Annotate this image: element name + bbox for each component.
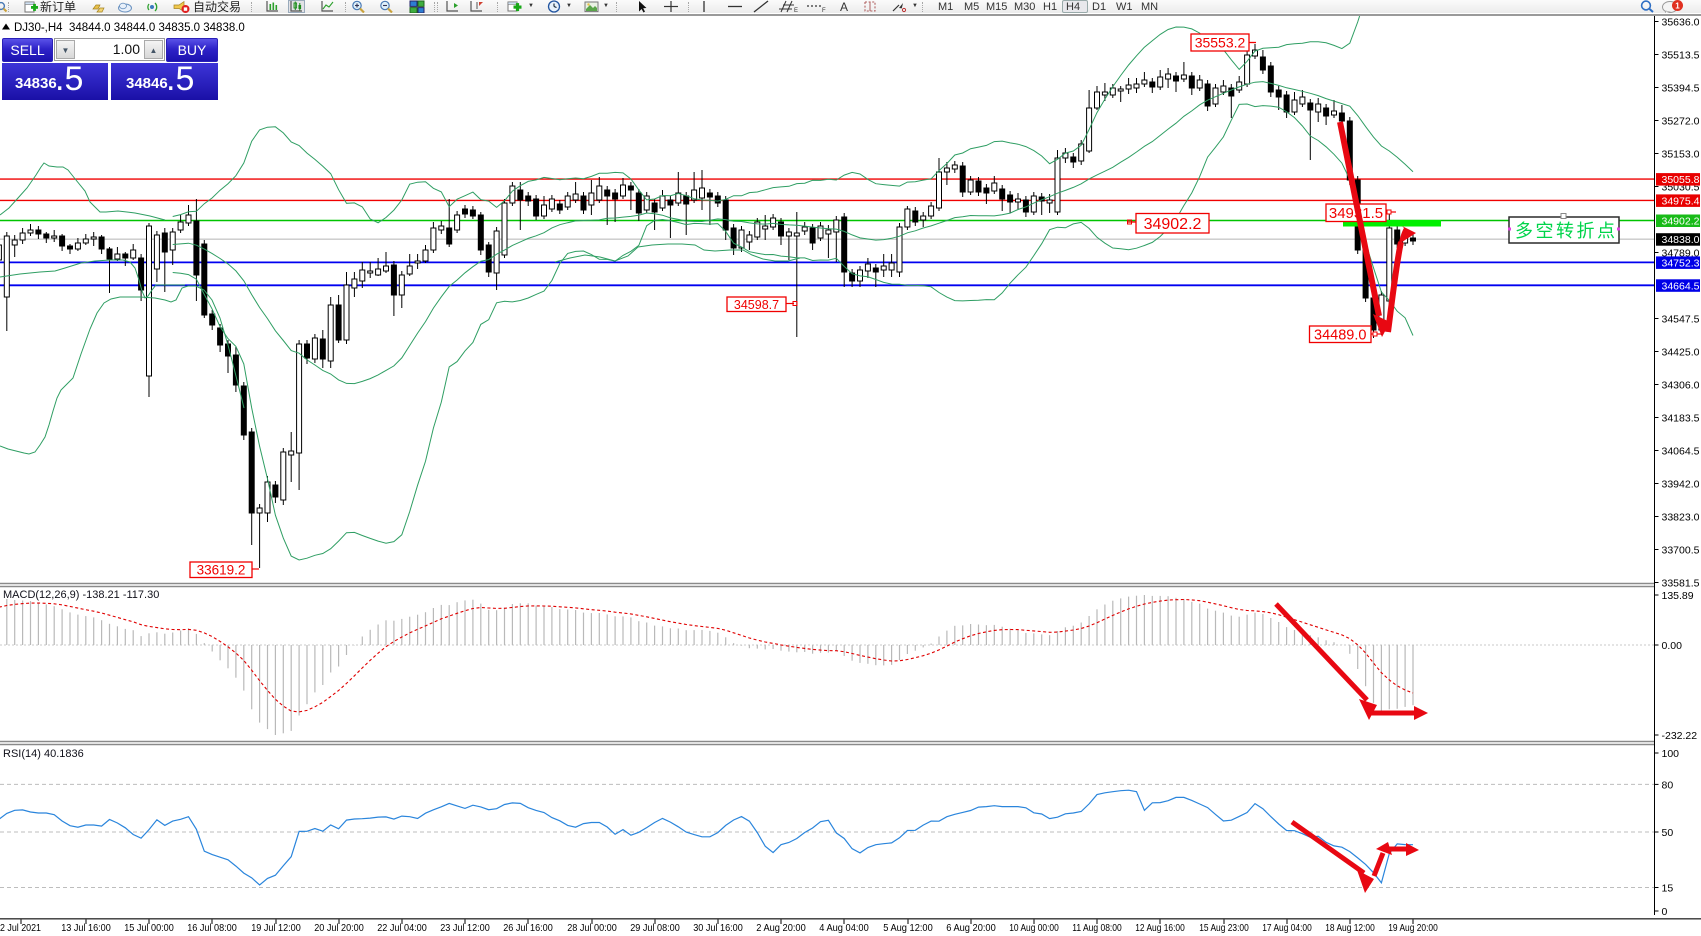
- svg-text:34902.2: 34902.2: [1144, 216, 1202, 233]
- svg-text:33619.2: 33619.2: [197, 563, 246, 578]
- svg-text:50: 50: [1662, 827, 1674, 839]
- svg-text:35153.0: 35153.0: [1662, 149, 1700, 161]
- svg-text:15 Jul 00:00: 15 Jul 00:00: [124, 922, 174, 934]
- svg-text:19 Aug 20:00: 19 Aug 20:00: [1388, 922, 1438, 934]
- svg-text:34902.2: 34902.2: [1662, 216, 1700, 228]
- svg-text:35055.8: 35055.8: [1662, 174, 1700, 186]
- svg-text:35272.0: 35272.0: [1662, 116, 1700, 128]
- svg-text:28 Jul 00:00: 28 Jul 00:00: [567, 922, 617, 934]
- svg-text:13 Jul 16:00: 13 Jul 16:00: [61, 922, 111, 934]
- svg-text:35636.0: 35636.0: [1662, 17, 1700, 29]
- svg-text:11 Aug 08:00: 11 Aug 08:00: [1072, 922, 1122, 934]
- svg-text:33581.5: 33581.5: [1662, 578, 1700, 590]
- svg-text:33700.5: 33700.5: [1662, 545, 1700, 557]
- svg-text:34598.7: 34598.7: [734, 298, 779, 312]
- svg-text:34975.4: 34975.4: [1662, 195, 1700, 207]
- svg-text:15: 15: [1662, 883, 1674, 895]
- svg-text:1: 1: [1675, 1, 1680, 10]
- svg-text:34064.5: 34064.5: [1662, 446, 1700, 458]
- svg-text:2 Jul 2021: 2 Jul 2021: [0, 922, 41, 934]
- svg-text:22 Jul 04:00: 22 Jul 04:00: [377, 922, 427, 934]
- svg-text:34664.5: 34664.5: [1662, 280, 1700, 292]
- svg-text:16 Jul 08:00: 16 Jul 08:00: [187, 922, 237, 934]
- svg-text:100: 100: [1662, 748, 1680, 760]
- svg-text:19 Jul 12:00: 19 Jul 12:00: [251, 922, 301, 934]
- svg-text:34306.0: 34306.0: [1662, 380, 1700, 392]
- svg-text:MACD(12,26,9) -138.21 -117.30: MACD(12,26,9) -138.21 -117.30: [3, 589, 159, 601]
- svg-text:34838.0: 34838.0: [1662, 234, 1700, 246]
- svg-text:6 Aug 20:00: 6 Aug 20:00: [946, 922, 996, 934]
- svg-text:多空转折点: 多空转折点: [1515, 221, 1618, 241]
- svg-text:0.00: 0.00: [1662, 640, 1683, 652]
- svg-text:17 Aug 04:00: 17 Aug 04:00: [1262, 922, 1312, 934]
- svg-text:35553.2: 35553.2: [1195, 35, 1246, 51]
- svg-text:RSI(14) 40.1836: RSI(14) 40.1836: [3, 748, 84, 760]
- svg-text:23 Jul 12:00: 23 Jul 12:00: [440, 922, 490, 934]
- svg-text:30 Jul 16:00: 30 Jul 16:00: [693, 922, 743, 934]
- svg-text:DJ30-,H4 34844.0 34844.0 3483: DJ30-,H4 34844.0 34844.0 34835.0 34838.0: [14, 22, 245, 34]
- svg-text:34425.0: 34425.0: [1662, 347, 1700, 359]
- svg-text:F: F: [822, 8, 826, 14]
- svg-text:E: E: [794, 8, 798, 14]
- svg-text:5 Aug 12:00: 5 Aug 12:00: [883, 922, 933, 934]
- svg-text:15 Aug 23:00: 15 Aug 23:00: [1199, 922, 1249, 934]
- svg-text:35394.5: 35394.5: [1662, 83, 1700, 95]
- svg-text:20 Jul 20:00: 20 Jul 20:00: [314, 922, 364, 934]
- svg-text:34183.5: 34183.5: [1662, 413, 1700, 425]
- svg-text:135.89: 135.89: [1662, 590, 1694, 602]
- svg-text:2 Aug 20:00: 2 Aug 20:00: [756, 922, 806, 934]
- svg-text:26 Jul 16:00: 26 Jul 16:00: [503, 922, 553, 934]
- svg-text:18 Aug 12:00: 18 Aug 12:00: [1325, 922, 1375, 934]
- svg-text:34547.5: 34547.5: [1662, 314, 1700, 326]
- svg-text:33823.0: 33823.0: [1662, 512, 1700, 524]
- svg-text:0: 0: [1662, 906, 1668, 918]
- svg-text:35513.5: 35513.5: [1662, 50, 1700, 62]
- svg-text:34489.0: 34489.0: [1314, 327, 1366, 343]
- svg-text:10 Aug 00:00: 10 Aug 00:00: [1009, 922, 1059, 934]
- svg-text:-232.22: -232.22: [1662, 730, 1698, 742]
- svg-text:29 Jul 08:00: 29 Jul 08:00: [630, 922, 680, 934]
- svg-text:4 Aug 04:00: 4 Aug 04:00: [819, 922, 869, 934]
- svg-text:34752.3: 34752.3: [1662, 257, 1700, 269]
- svg-text:12 Aug 16:00: 12 Aug 16:00: [1135, 922, 1185, 934]
- svg-text:33942.0: 33942.0: [1662, 479, 1700, 491]
- svg-text:80: 80: [1662, 779, 1674, 791]
